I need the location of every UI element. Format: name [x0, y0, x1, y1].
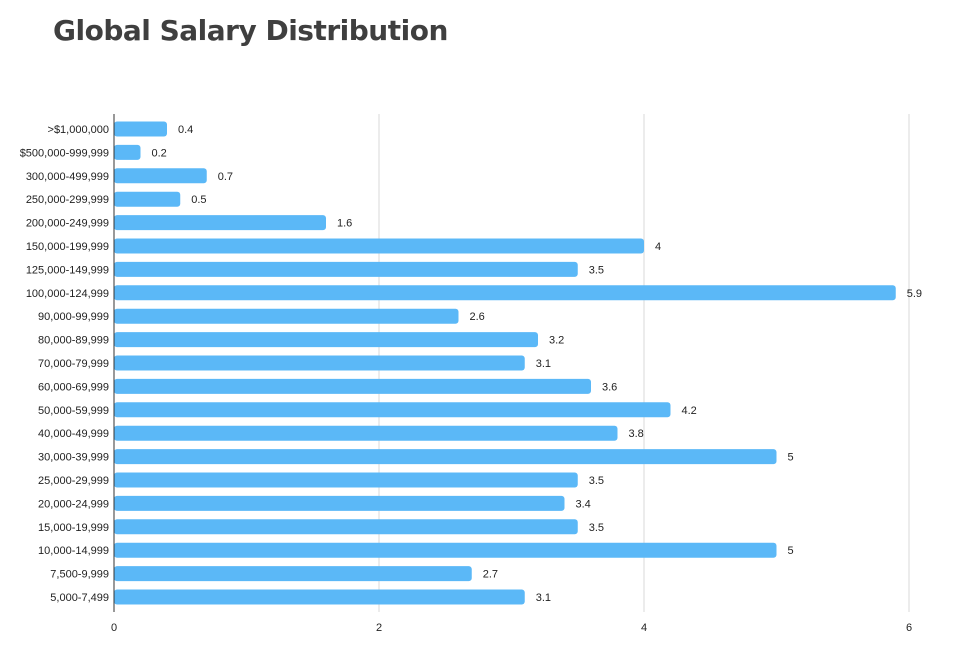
value-label: 5.9	[907, 288, 922, 300]
category-label: 10,000-14,999	[38, 545, 109, 557]
bar	[114, 566, 472, 582]
category-label: 90,000-99,999	[38, 311, 109, 323]
category-label: 50,000-59,999	[38, 405, 109, 417]
bar	[114, 238, 644, 254]
value-label: 3.4	[576, 498, 591, 510]
bars	[114, 121, 896, 605]
category-label: 30,000-39,999	[38, 452, 109, 464]
value-label: 1.6	[337, 218, 352, 230]
bar	[114, 332, 538, 348]
category-label: 80,000-89,999	[38, 335, 109, 347]
bar	[114, 472, 578, 488]
value-label: 3.1	[536, 358, 551, 370]
bar	[114, 121, 167, 137]
category-label: 100,000-124,999	[26, 288, 109, 300]
bar	[114, 402, 671, 418]
bar	[114, 378, 591, 394]
value-label: 4.2	[682, 405, 697, 417]
bar	[114, 495, 565, 511]
category-label: 150,000-199,999	[26, 241, 109, 253]
x-tick-label: 6	[906, 622, 912, 634]
value-label: 0.5	[191, 194, 206, 206]
category-label: 5,000-7,499	[50, 592, 109, 604]
bar	[114, 425, 618, 441]
bar	[114, 355, 525, 371]
category-label: 70,000-79,999	[38, 358, 109, 370]
bar	[114, 191, 181, 207]
value-label: 3.5	[589, 264, 604, 276]
value-label: 3.5	[589, 522, 604, 534]
bar	[114, 308, 459, 324]
value-label: 5	[788, 452, 794, 464]
value-label: 4	[655, 241, 661, 253]
bar	[114, 542, 777, 558]
value-label: 0.7	[218, 171, 233, 183]
value-label: 0.4	[178, 124, 193, 136]
value-label: 5	[788, 545, 794, 557]
value-label: 2.7	[483, 569, 498, 581]
chart-title: Global Salary Distribution	[53, 14, 448, 47]
bar	[114, 285, 896, 301]
category-label: 20,000-24,999	[38, 498, 109, 510]
value-label: 0.2	[152, 147, 167, 159]
x-tick-label: 2	[376, 622, 382, 634]
category-label: 200,000-249,999	[26, 218, 109, 230]
category-label: 300,000-499,999	[26, 171, 109, 183]
category-label: $500,000-999,999	[20, 147, 109, 159]
bar	[114, 589, 525, 605]
bar	[114, 144, 141, 160]
bar	[114, 261, 578, 277]
bar	[114, 215, 326, 231]
value-label: 2.6	[470, 311, 485, 323]
value-label: 3.1	[536, 592, 551, 604]
value-label: 3.2	[549, 335, 564, 347]
category-label: >$1,000,000	[48, 124, 109, 136]
category-label: 7,500-9,999	[50, 569, 109, 581]
value-label: 3.8	[629, 428, 644, 440]
category-label: 40,000-49,999	[38, 428, 109, 440]
x-tick-label: 4	[641, 622, 647, 634]
category-label: 25,000-29,999	[38, 475, 109, 487]
labels: 0 2 4 6 >$1,000,000 0.4 $500,000-999,999 0.2 300…	[20, 124, 922, 634]
bar	[114, 449, 777, 465]
category-label: 125,000-149,999	[26, 264, 109, 276]
value-label: 3.5	[589, 475, 604, 487]
value-label: 3.6	[602, 381, 617, 393]
category-label: 15,000-19,999	[38, 522, 109, 534]
bar	[114, 519, 578, 535]
bar	[114, 168, 207, 184]
x-tick-label: 0	[111, 622, 117, 634]
category-label: 60,000-69,999	[38, 381, 109, 393]
category-label: 250,000-299,999	[26, 194, 109, 206]
